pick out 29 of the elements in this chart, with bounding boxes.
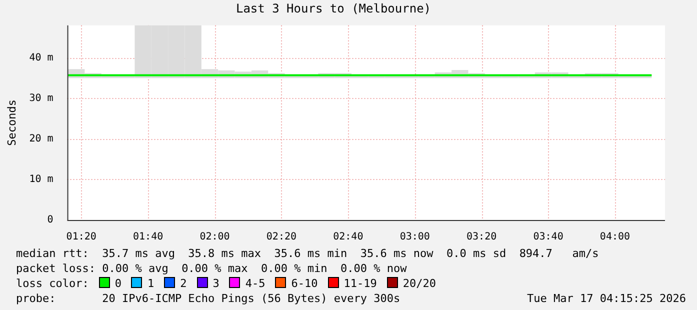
y-axis-title: Seconds [5,100,18,146]
text: packet loss: 0.00 % avg 0.00 % max 0.00 % min 0.00 % now [16,261,408,276]
x-tick-label: 03:00 [400,232,430,243]
text: probe: 20 IPv6-ICMP Echo Pings (56 Bytes) every 300s [16,292,400,305]
y-tick-label: 10 m [29,174,54,186]
y-tick-label: 20 m [29,134,54,145]
legend-label: 11-19 [344,277,377,290]
legend-label: 0 [114,277,122,290]
legend-label: 6-10 [291,277,318,290]
x-tick-label: 02:00 [200,232,230,243]
x-tick-label: 02:20 [266,232,297,243]
legend-label: 1 [147,277,154,290]
legend-label: 4-5 [245,277,266,290]
text: median rtt: 35.7 ms avg 35.8 ms max 35.6 ms min 35.6 ms now 0.0 ms sd 894.7 am/s [16,246,600,261]
x-tick-label: 02:40 [333,232,364,243]
chart-title: Last 3 Hours to (Melbourne) [236,1,432,16]
x-tick-label: 01:40 [133,232,164,243]
y-tick-label: 0 [47,214,54,226]
x-tick-label: 03:20 [466,232,497,243]
x-tick-label: 04:00 [600,232,630,243]
x-tick-label: 01:20 [66,232,96,243]
y-tick-label: 40 m [29,52,54,64]
y-tick-label: 30 m [29,92,54,104]
text: loss color: [16,277,89,290]
x-tick-label: 03:40 [533,232,564,243]
legend-label: 20/20 [402,277,436,290]
text: Tue Mar 17 04:15:25 2026 [527,291,686,306]
legend-label: 3 [212,277,220,290]
legend-label: 2 [180,277,187,290]
